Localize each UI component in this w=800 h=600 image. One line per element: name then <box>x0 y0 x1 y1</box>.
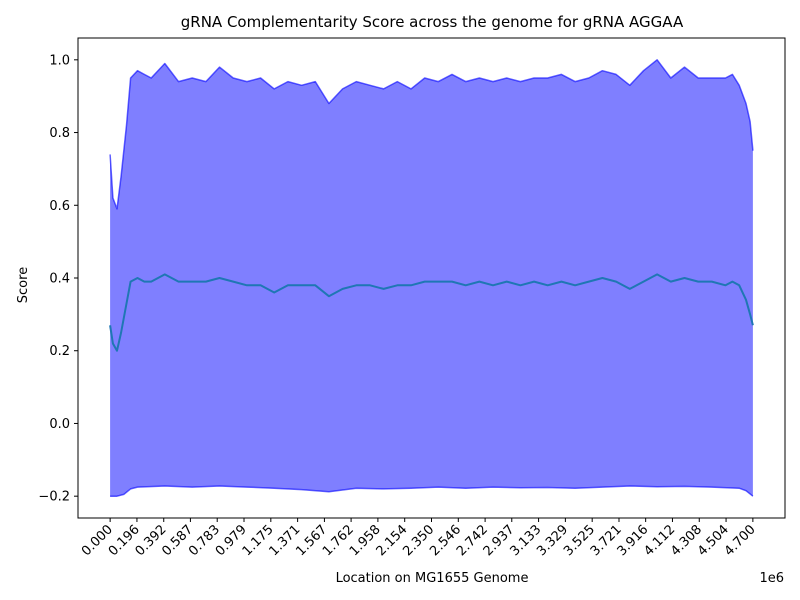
chart-title: gRNA Complementarity Score across the ge… <box>181 13 684 31</box>
series-lines <box>109 59 754 497</box>
y-tick-label: 0.6 <box>49 199 70 214</box>
y-axis-label: Score <box>16 267 31 303</box>
y-tick-label: 0.4 <box>49 272 70 287</box>
y-tick-label: 0.8 <box>49 126 70 141</box>
y-tick-label: 1.0 <box>49 53 70 68</box>
x-tick-label: 4.700 <box>722 522 759 559</box>
score-band-fill <box>110 59 753 497</box>
x-axis-label: Location on MG1655 Genome <box>336 571 529 586</box>
x-offset-label: 1e6 <box>759 571 784 586</box>
score-band-area <box>110 59 753 497</box>
y-tick-label: −0.2 <box>38 490 70 505</box>
mean-score-line <box>109 273 754 352</box>
upper-bound-line <box>109 59 754 210</box>
y-tick-label: 0.2 <box>49 344 70 359</box>
lower-bound-line <box>110 485 754 497</box>
y-tick-label: 0.0 <box>49 417 70 432</box>
